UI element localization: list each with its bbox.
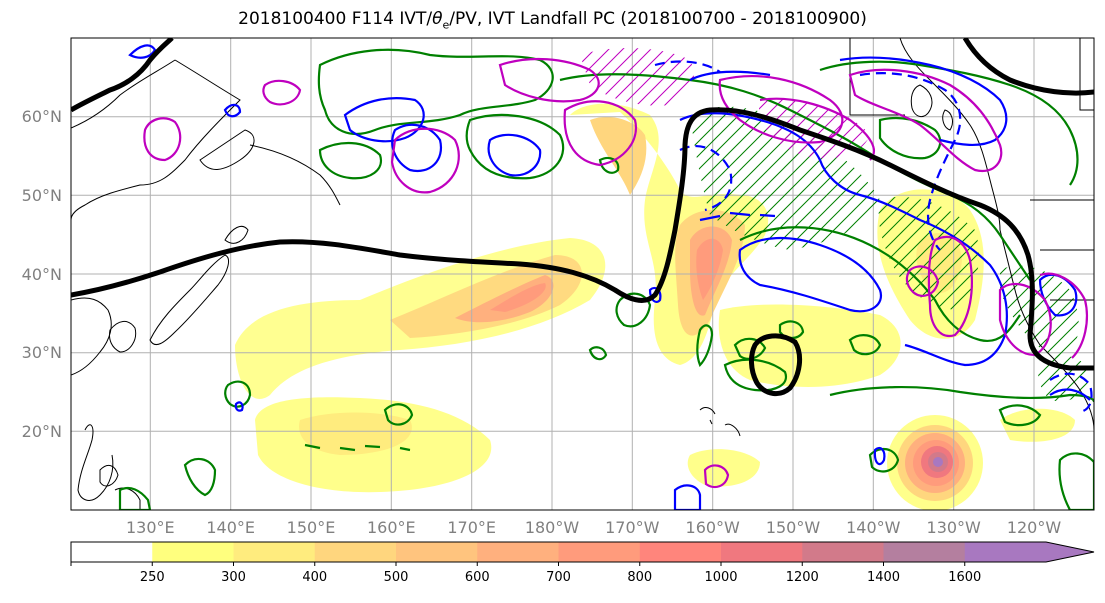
colorbar-swatch bbox=[233, 542, 316, 562]
colorbar-outline bbox=[70, 541, 1095, 563]
colorbar-tick-label: 300 bbox=[221, 570, 246, 585]
lon-label-130e: 130°E bbox=[126, 518, 175, 537]
colorbar-tick-label: 500 bbox=[384, 570, 409, 585]
coastlines bbox=[71, 38, 1094, 510]
pv-dashed-contours bbox=[654, 60, 1093, 414]
longitude-labels: 130°E 140°E 150°E 160°E 170°E 180°W 170°… bbox=[126, 518, 1061, 537]
colorbar-tick-label: 700 bbox=[546, 570, 571, 585]
colorbar-tick-label: 250 bbox=[140, 570, 165, 585]
colorbar-tick-label: 1600 bbox=[948, 570, 981, 585]
lat-label-40n: 40°N bbox=[22, 265, 62, 284]
lat-label-30n: 30°N bbox=[22, 343, 62, 362]
lon-label-170e: 170°E bbox=[447, 518, 496, 537]
lon-label-160e: 160°E bbox=[367, 518, 416, 537]
colorbar-swatch bbox=[477, 542, 559, 562]
lon-label-140w: 140°W bbox=[846, 518, 901, 537]
colorbar-tick-label: 1200 bbox=[786, 570, 819, 585]
map-area bbox=[71, 38, 1094, 510]
lon-label-150w: 150°W bbox=[766, 518, 821, 537]
colorbar-swatch bbox=[721, 542, 803, 562]
lat-label-50n: 50°N bbox=[22, 186, 62, 205]
landfall-pc-lines bbox=[71, 38, 1094, 397]
colorbar-tick-label: 400 bbox=[302, 570, 327, 585]
colorbar-tick-label: 1000 bbox=[704, 570, 737, 585]
lon-label-180w: 180°W bbox=[525, 518, 580, 537]
lon-label-140e: 140°E bbox=[206, 518, 255, 537]
lat-label-60n: 60°N bbox=[22, 107, 62, 126]
colorbar-swatch bbox=[152, 542, 234, 562]
composite-contours bbox=[143, 57, 1088, 489]
colorbar-tick-label: 1400 bbox=[867, 570, 900, 585]
lat-label-20n: 20°N bbox=[22, 422, 62, 441]
lon-label-150e: 150°E bbox=[287, 518, 336, 537]
map-frame bbox=[70, 37, 1095, 511]
lon-label-170w: 170°W bbox=[605, 518, 660, 537]
colorbar-tick-label: 600 bbox=[465, 570, 490, 585]
colorbar-swatch bbox=[802, 542, 884, 562]
colorbar-swatch bbox=[396, 542, 478, 562]
colorbar-swatch bbox=[964, 542, 1047, 562]
chart-title: 2018100400 F114 IVT/θe/PV, IVT Landfall … bbox=[238, 9, 867, 32]
latitude-labels: 20°N 30°N 40°N 50°N 60°N bbox=[22, 107, 62, 441]
lon-label-120w: 120°W bbox=[1007, 518, 1062, 537]
lon-label-160w: 160°W bbox=[686, 518, 741, 537]
pv-contours bbox=[128, 44, 1091, 510]
colorbar-swatch bbox=[639, 542, 722, 562]
colorbar-swatch bbox=[314, 542, 397, 562]
ivt-colorbar: 250 300 400 500 600 700 800 1000 1200 1400 1600 bbox=[70, 541, 1095, 585]
colorbar-extend-arrow bbox=[1046, 542, 1094, 562]
lon-label-130w: 130°W bbox=[927, 518, 982, 537]
colorbar-swatch bbox=[558, 542, 641, 562]
colorbar-tick-label: 800 bbox=[627, 570, 652, 585]
colorbar-swatch bbox=[71, 542, 153, 562]
colorbar-swatch bbox=[883, 542, 966, 562]
